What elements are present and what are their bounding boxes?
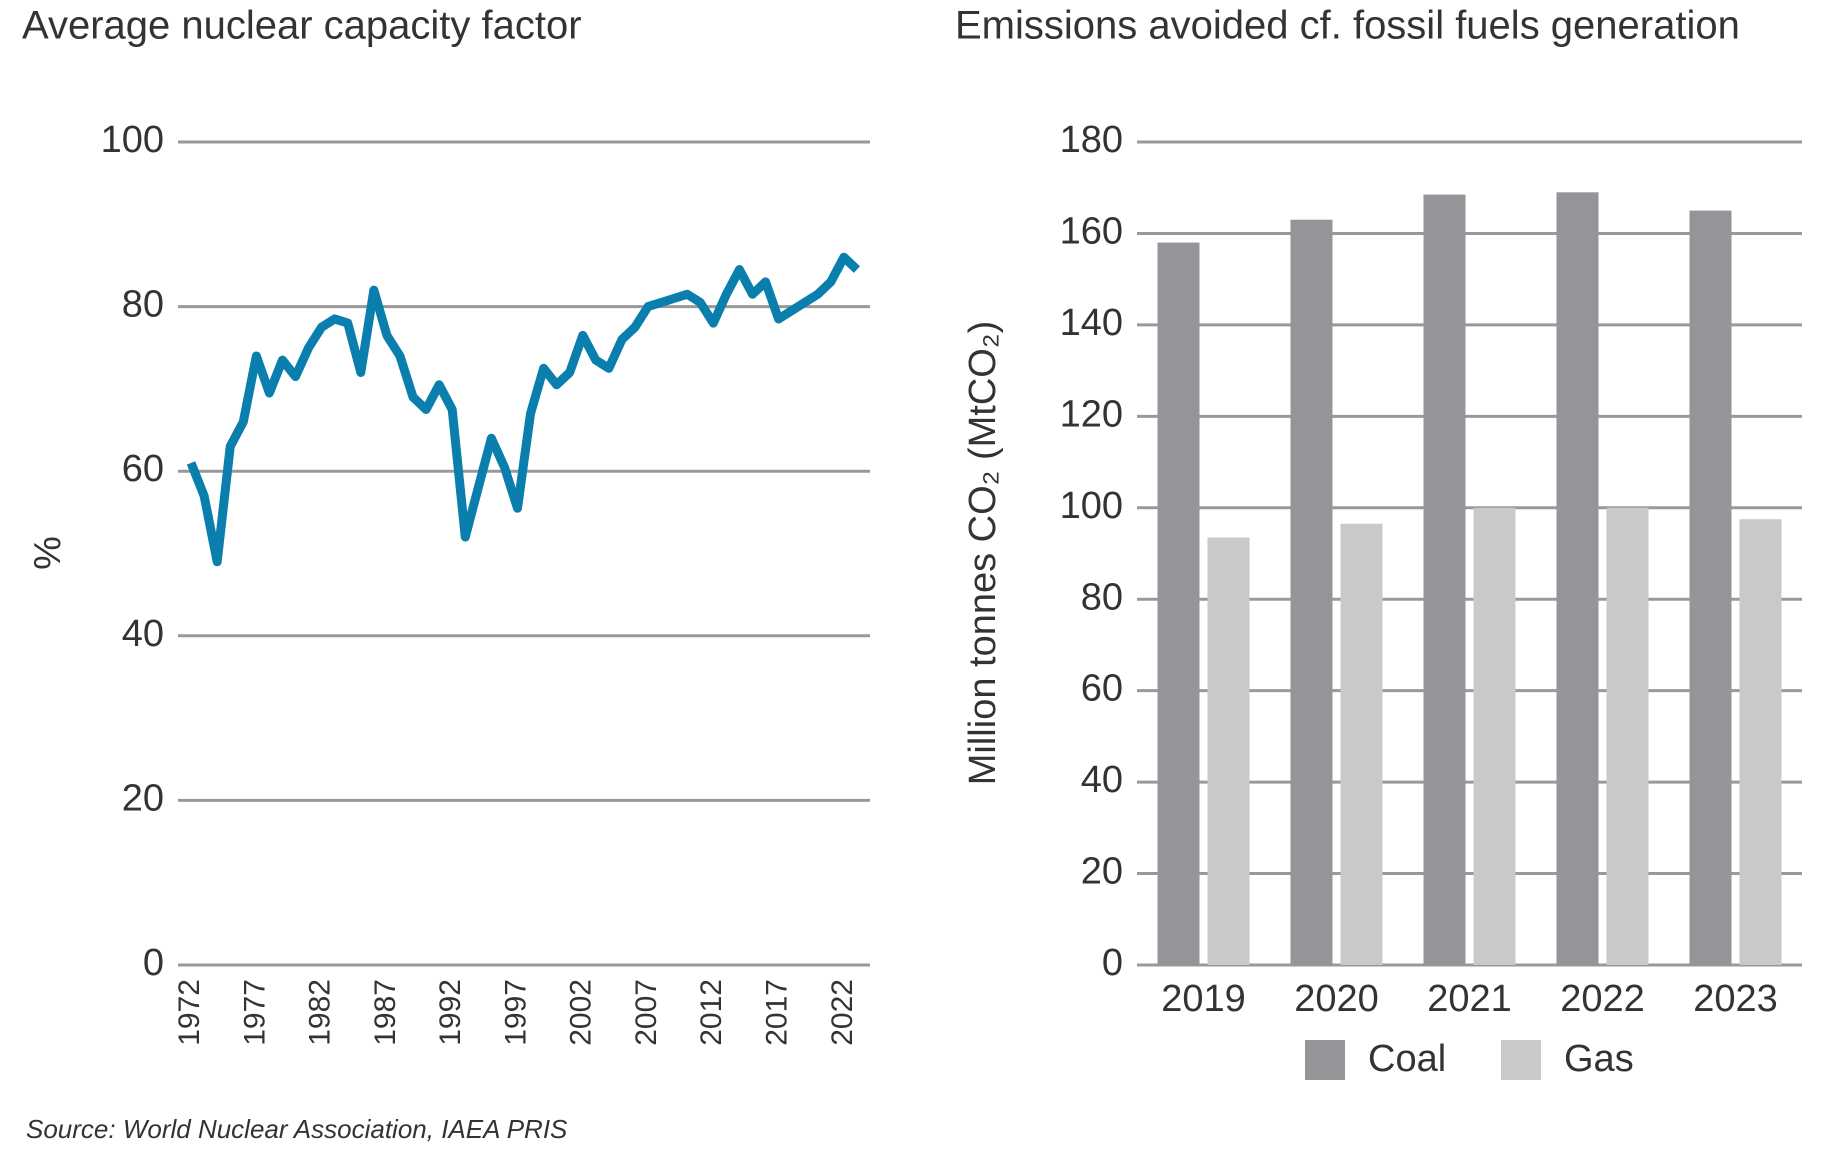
x-tick-label: 2019 bbox=[1161, 978, 1246, 1020]
y-tick-label: 80 bbox=[122, 284, 164, 326]
x-tick-label: 1987 bbox=[369, 979, 402, 1046]
y-tick-label: 60 bbox=[1081, 668, 1123, 710]
y-tick-label: 120 bbox=[1060, 393, 1123, 435]
x-tick-label: 2021 bbox=[1427, 978, 1512, 1020]
bar bbox=[1689, 210, 1732, 966]
x-tick-label: 2012 bbox=[695, 979, 728, 1046]
bar bbox=[1157, 242, 1200, 966]
chart-title: Average nuclear capacity factor bbox=[22, 4, 582, 48]
y-tick-label: 0 bbox=[1102, 942, 1123, 984]
bar bbox=[1207, 537, 1250, 965]
y-tick-label: 40 bbox=[122, 613, 164, 655]
y-tick-label: 40 bbox=[1081, 759, 1123, 801]
x-tick-label: 1977 bbox=[238, 979, 271, 1046]
y-tick-label: 100 bbox=[101, 119, 164, 161]
y-tick-label: 20 bbox=[1081, 851, 1123, 893]
y-tick-label: 20 bbox=[122, 777, 164, 819]
x-tick-label: 1997 bbox=[499, 979, 532, 1046]
chart-title: Emissions avoided cf. fossil fuels gener… bbox=[955, 4, 1740, 48]
bar bbox=[1473, 507, 1516, 965]
y-axis-label: Million tonnes CO₂ (MtCO₂) bbox=[962, 321, 1004, 785]
x-tick-label: 1992 bbox=[434, 979, 467, 1046]
x-tick-label: 2017 bbox=[761, 979, 794, 1046]
bar bbox=[1556, 192, 1599, 966]
y-tick-label: 160 bbox=[1060, 210, 1123, 252]
x-tick-label: 2002 bbox=[565, 979, 598, 1046]
legend-swatch bbox=[1305, 1040, 1345, 1080]
line-series bbox=[186, 252, 861, 567]
y-tick-label: 80 bbox=[1081, 576, 1123, 618]
y-tick-label: 100 bbox=[1060, 485, 1123, 527]
x-tick-label: 2007 bbox=[630, 979, 663, 1046]
source: Source: World Nuclear Association, IAEA … bbox=[26, 1114, 568, 1144]
bar bbox=[1739, 519, 1782, 965]
x-tick-label: 1972 bbox=[173, 979, 206, 1046]
bar bbox=[1606, 507, 1649, 965]
bar bbox=[1423, 194, 1466, 965]
x-tick-label: 2022 bbox=[1560, 978, 1645, 1020]
x-tick-label: 2020 bbox=[1294, 978, 1379, 1020]
legend-label: Coal bbox=[1368, 1038, 1446, 1080]
y-axis-label: % bbox=[27, 536, 69, 570]
bar bbox=[1340, 523, 1383, 965]
x-tick-label: 2023 bbox=[1693, 978, 1778, 1020]
legend-swatch bbox=[1501, 1040, 1541, 1080]
y-tick-label: 60 bbox=[122, 448, 164, 490]
y-tick-label: 0 bbox=[143, 942, 164, 984]
bar bbox=[1290, 219, 1333, 965]
legend-label: Gas bbox=[1564, 1038, 1634, 1080]
x-tick-label: 2022 bbox=[826, 979, 859, 1046]
y-tick-label: 180 bbox=[1060, 119, 1123, 161]
y-tick-label: 140 bbox=[1060, 302, 1123, 344]
x-tick-label: 1982 bbox=[304, 979, 337, 1046]
